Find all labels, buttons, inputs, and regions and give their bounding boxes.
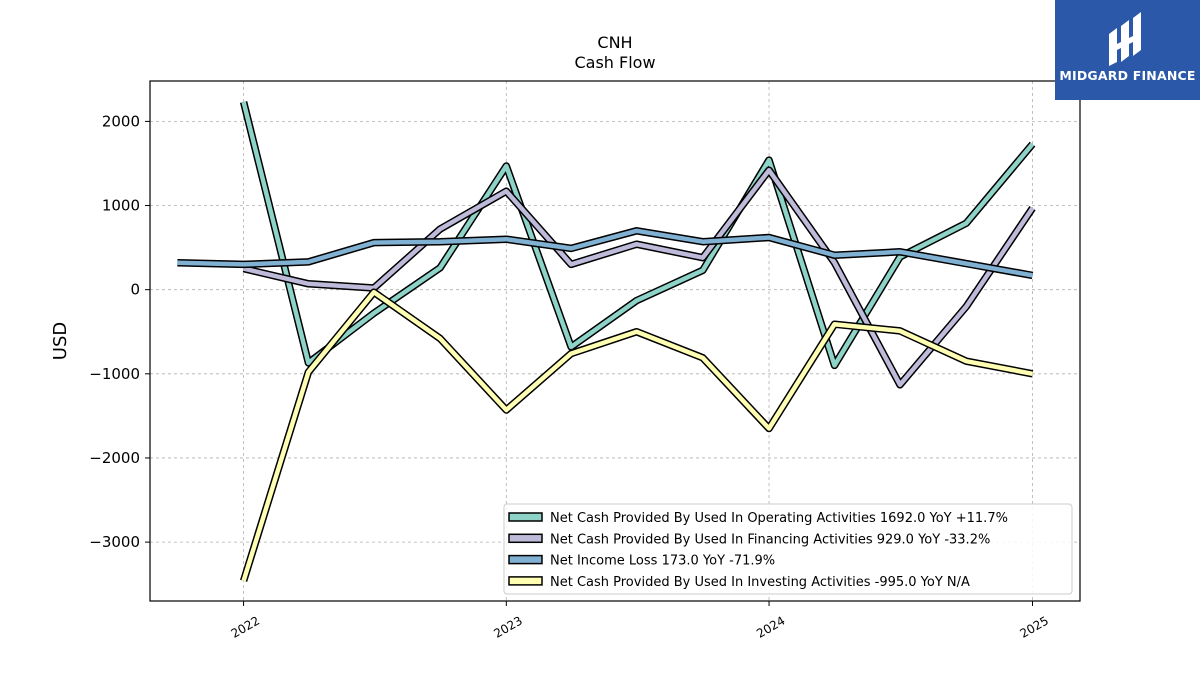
legend-label: Net Cash Provided By Used In Operating A…	[550, 511, 1008, 526]
midgard-logo-icon	[1109, 12, 1141, 66]
y-tick-label: 2000	[102, 112, 140, 130]
y-axis-label: USD	[50, 322, 71, 360]
legend-swatch	[508, 576, 543, 586]
legend-label: Net Cash Provided By Used In Investing A…	[550, 575, 970, 590]
y-tick-label: −1000	[89, 365, 140, 383]
series-outline-2	[242, 166, 1036, 389]
series-line-2	[243, 167, 1035, 388]
series-line-4	[241, 289, 1033, 582]
y-tick-label: −3000	[89, 533, 140, 551]
series-lines	[177, 101, 1036, 582]
x-tick-label: 2025	[1018, 613, 1051, 640]
legend-box	[503, 503, 1073, 595]
brand-logo: MIDGARD FINANCE	[1055, 0, 1200, 100]
chart-subtitle: Cash Flow	[574, 53, 655, 72]
x-tick-label: 2023	[491, 613, 524, 640]
y-tick-label: 0	[130, 281, 140, 299]
legend-swatch	[508, 512, 543, 522]
y-tick-label: 1000	[102, 197, 140, 215]
x-tick-label: 2022	[229, 613, 262, 640]
brand-name: MIDGARD FINANCE	[1059, 68, 1196, 83]
legend-label: Net Income Loss 173.0 YoY -71.9%	[550, 554, 775, 569]
series-line-3	[177, 228, 1033, 278]
series-line-1	[241, 101, 1035, 368]
legend-swatch	[508, 533, 543, 544]
legend: Net Cash Provided By Used In Operating A…	[503, 503, 1073, 595]
legend-label: Net Cash Provided By Used In Financing A…	[550, 532, 990, 547]
x-tick-label: 2024	[754, 613, 787, 640]
y-tick-label: −2000	[89, 449, 140, 467]
plot-frame	[149, 80, 1081, 602]
legend-swatch	[508, 554, 543, 565]
chart-title: CNH	[597, 33, 632, 52]
